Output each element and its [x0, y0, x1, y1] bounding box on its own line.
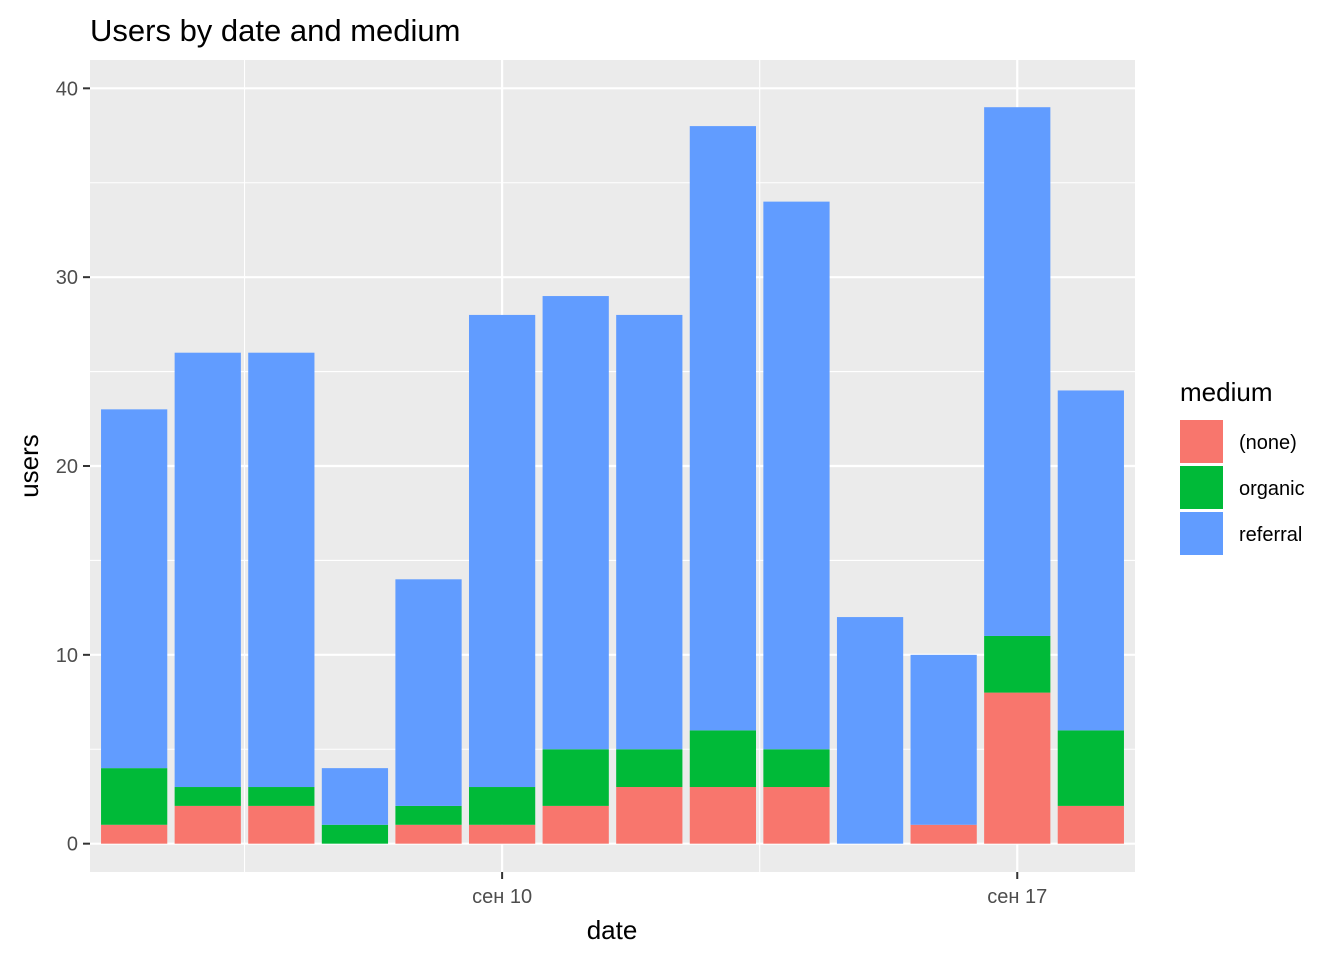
y-tick-label: 20: [56, 456, 78, 478]
bar-segment-referral: [836, 617, 904, 844]
bar-segment-none: [395, 824, 462, 844]
bar-segment-organic: [395, 805, 462, 825]
bar-segment-referral: [616, 314, 683, 750]
bar-segment-none: [248, 805, 315, 844]
bar-segment-organic: [689, 730, 757, 788]
legend-items: (none) organic referral: [1180, 420, 1305, 555]
bar-segment-organic: [542, 749, 609, 806]
chart-title: Users by date and medium: [90, 13, 460, 48]
legend-swatch: [1180, 420, 1223, 463]
bar-segment-organic: [763, 749, 830, 788]
bar-segment-organic: [984, 635, 1051, 693]
y-tick-label: 30: [56, 267, 78, 289]
bar-segment-referral: [395, 579, 462, 806]
y-tick-label: 0: [67, 834, 78, 856]
bar-segment-organic: [248, 787, 315, 806]
axes: 0 10 20 30 40 сен 10 сен 17: [56, 78, 1047, 908]
bar-segment-referral: [101, 409, 168, 769]
bar-segment-organic: [321, 824, 389, 844]
bar-segment-referral: [984, 107, 1051, 636]
bar-segment-none: [910, 824, 977, 844]
bar-segment-none: [101, 824, 168, 844]
legend-label: organic: [1239, 478, 1305, 500]
bar-segment-referral: [174, 352, 241, 788]
bars: [101, 107, 1124, 844]
bar-segment-referral: [542, 296, 609, 750]
bar-segment-none: [763, 787, 830, 844]
legend-swatch: [1180, 466, 1223, 509]
bar-segment-none: [174, 805, 241, 844]
bar-segment-organic: [1057, 730, 1124, 806]
x-tick-label: сен 17: [987, 886, 1047, 908]
bar-segment-none: [616, 787, 683, 844]
x-tick-label: сен 10: [472, 886, 532, 908]
y-tick-label: 40: [56, 78, 78, 100]
bar-segment-none: [1057, 805, 1124, 844]
bar-segment-organic: [616, 749, 683, 788]
legend: medium (none) organic referral: [1180, 377, 1305, 555]
bar-segment-referral: [321, 768, 389, 825]
bar-segment-referral: [1057, 390, 1124, 731]
y-axis-title: users: [14, 434, 44, 498]
y-tick-label: 10: [56, 645, 78, 667]
bar-segment-referral: [689, 126, 757, 731]
bar-segment-referral: [910, 654, 977, 825]
bar-segment-none: [468, 824, 536, 844]
bar-segment-referral: [248, 352, 315, 788]
bar-segment-referral: [763, 201, 830, 750]
bar-segment-none: [542, 805, 609, 844]
bar-segment-organic: [174, 787, 241, 806]
legend-label: referral: [1239, 524, 1302, 546]
legend-label: (none): [1239, 432, 1297, 454]
bar-segment-none: [689, 787, 757, 844]
legend-title: medium: [1180, 377, 1272, 407]
x-axis-title: date: [587, 915, 638, 945]
bar-segment-organic: [101, 768, 168, 825]
bar-segment-organic: [468, 787, 536, 825]
bar-segment-none: [984, 692, 1051, 844]
legend-swatch: [1180, 512, 1223, 555]
bar-segment-referral: [468, 314, 536, 788]
